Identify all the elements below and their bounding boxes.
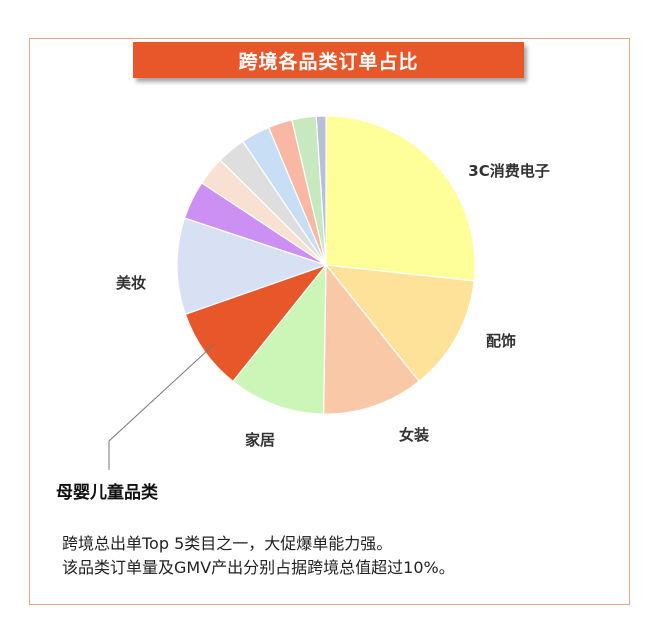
callout-line-1: 跨境总出单Top 5类目之一，大促爆单能力强。 (62, 534, 393, 553)
chart-frame (29, 38, 630, 605)
slice-label: 美妆 (116, 274, 146, 292)
callout-title: 母婴儿童品类 (56, 483, 158, 503)
callout-description: 跨境总出单Top 5类目之一，大促爆单能力强。 该品类订单量及GMV产出分别占据… (62, 532, 455, 580)
pie-slice-6 (176, 217, 328, 316)
slice-label: 配饰 (486, 332, 516, 350)
pie-slice-unlabeled-13 (315, 115, 327, 266)
slice-label: 家居 (245, 431, 275, 449)
chart-title: 跨境各品类订单占比 (133, 42, 524, 78)
callout-leader-line (108, 343, 215, 470)
slice-label: 女装 (399, 426, 430, 444)
pie-slice-2 (324, 264, 475, 383)
pie-slice-3 (322, 263, 420, 415)
pie-slice-1 (325, 115, 476, 282)
pie-slice-5 (184, 263, 328, 383)
slice-label: 3C消费电子 (468, 162, 549, 180)
callout-line-2: 该品类订单量及GMV产出分别占据跨境总值超过10%。 (62, 558, 455, 577)
pie-slice-4 (232, 263, 327, 415)
